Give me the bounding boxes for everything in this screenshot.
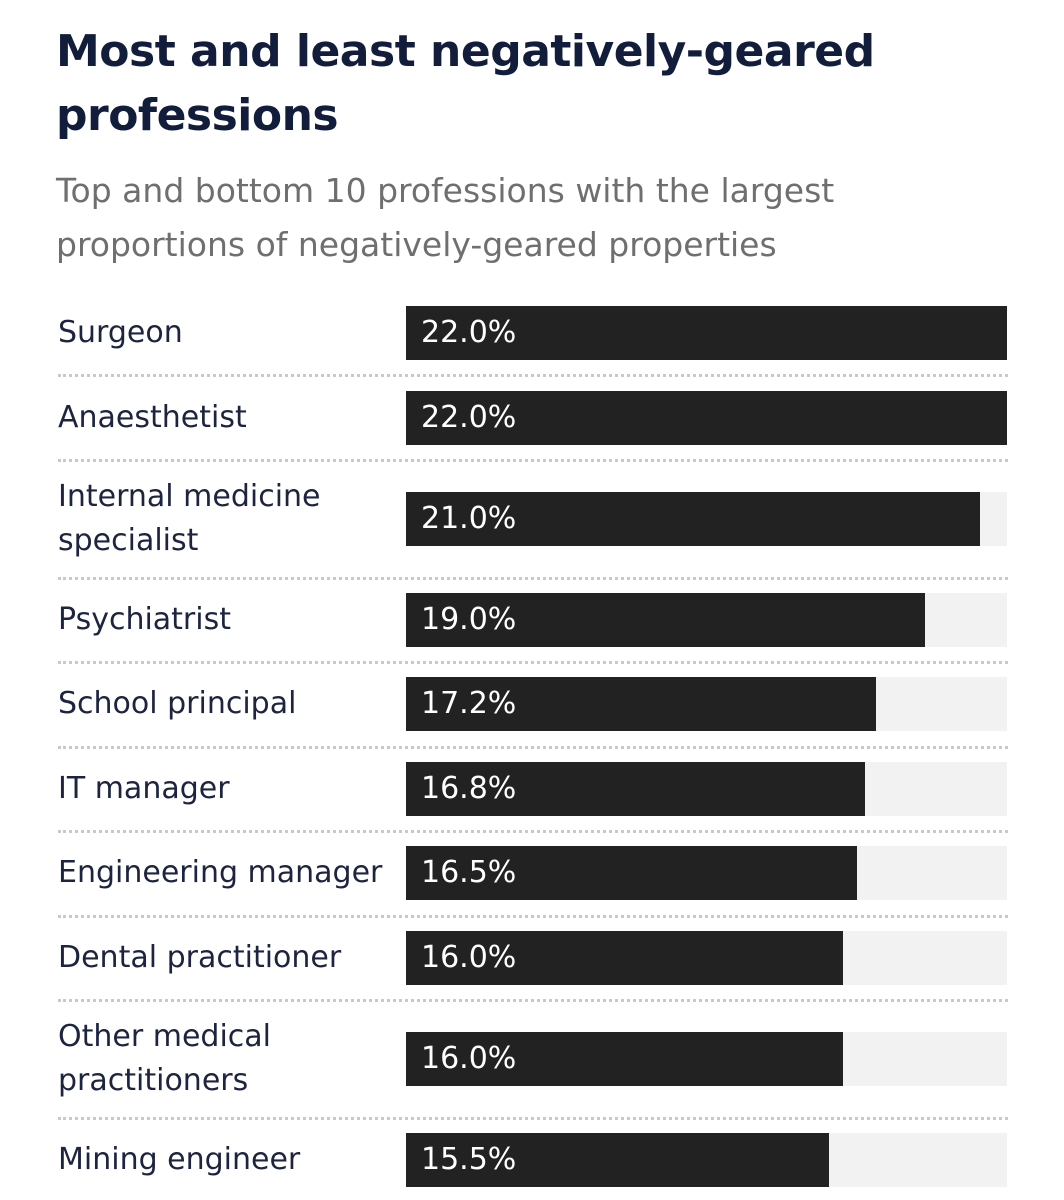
- category-label: Anaesthetist: [58, 400, 247, 435]
- bar: [406, 677, 876, 731]
- category-label: Engineering manager: [58, 855, 383, 890]
- category-label: Psychiatrist: [58, 602, 231, 637]
- bar: [406, 931, 843, 985]
- bar-track: 21.0%: [406, 492, 1007, 546]
- row-divider: [58, 661, 1008, 664]
- category-label: Internal medicine specialist: [58, 479, 321, 558]
- data-label: 17.2%: [421, 686, 517, 721]
- row-divider: [58, 830, 1008, 833]
- chart-subtitle: Top and bottom 10 professions with the l…: [56, 171, 835, 264]
- bar: [406, 306, 1007, 360]
- data-label: 21.0%: [421, 501, 517, 536]
- bar-track: 16.0%: [406, 1032, 1007, 1086]
- bar-chart: Surgeon 22.0% Anaesthetist 22.0% Internal me…: [58, 0, 1008, 1200]
- bar-track: 19.0%: [406, 593, 1007, 647]
- category-label: Dental practitioner: [58, 940, 342, 975]
- bar: [406, 1133, 829, 1187]
- bar-track: 15.5%: [406, 1133, 1007, 1187]
- data-label: 15.5%: [421, 1142, 517, 1177]
- row-divider: [58, 915, 1008, 918]
- row-divider: [58, 577, 1008, 580]
- data-label: 19.0%: [421, 602, 517, 637]
- category-label: Other medical practitioners: [58, 1019, 271, 1098]
- data-label: 16.8%: [421, 771, 517, 806]
- bar: [406, 762, 865, 816]
- bar: [406, 846, 857, 900]
- bar-track: 17.2%: [406, 677, 1007, 731]
- bar: [406, 492, 980, 546]
- data-label: 22.0%: [421, 400, 517, 435]
- bar: [406, 1032, 843, 1086]
- row-divider: [58, 459, 1008, 462]
- row-divider: [58, 999, 1008, 1002]
- category-label: IT manager: [58, 771, 230, 806]
- category-label: School principal: [58, 686, 297, 721]
- bar-track: 16.8%: [406, 762, 1007, 816]
- bar-track: 16.0%: [406, 931, 1007, 985]
- row-divider: [58, 1117, 1008, 1120]
- bar-track: 22.0%: [406, 306, 1007, 360]
- bar-track: 16.5%: [406, 846, 1007, 900]
- chart-title: Most and least negatively-geared profess…: [56, 26, 875, 141]
- bar-track: 22.0%: [406, 391, 1007, 445]
- data-label: 22.0%: [421, 315, 517, 350]
- row-divider: [58, 374, 1008, 377]
- bar: [406, 593, 925, 647]
- data-label: 16.5%: [421, 855, 517, 890]
- bar: [406, 391, 1007, 445]
- data-label: 16.0%: [421, 1041, 517, 1076]
- data-label: 16.0%: [421, 940, 517, 975]
- row-divider: [58, 746, 1008, 749]
- category-label: Mining engineer: [58, 1142, 301, 1177]
- category-label: Surgeon: [58, 315, 183, 350]
